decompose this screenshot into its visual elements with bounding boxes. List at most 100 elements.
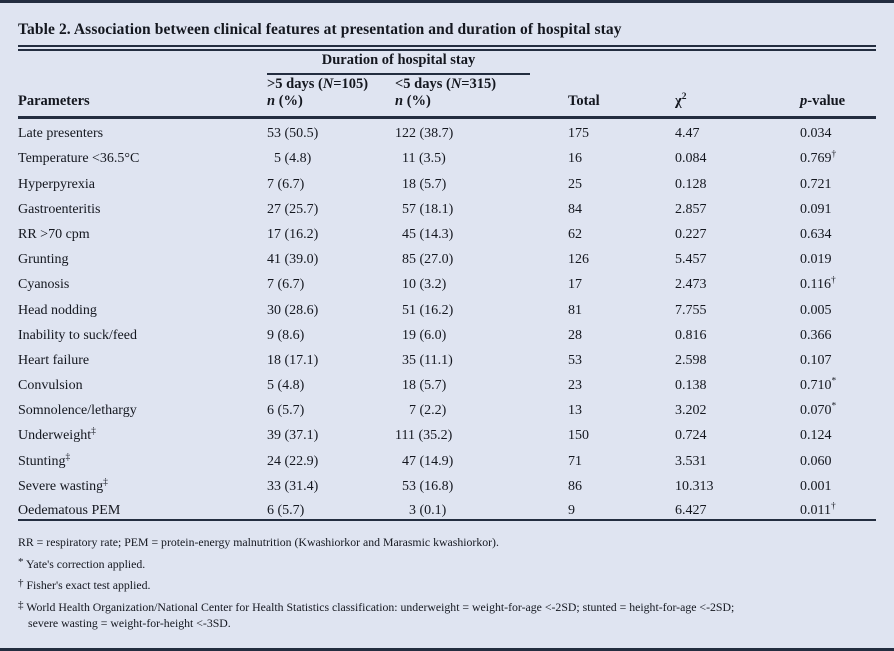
span-header-row: Duration of hospital stay bbox=[18, 51, 876, 75]
parameter-cell: Inability to suck/feed bbox=[18, 327, 137, 343]
lt5days-value-cell: 7 (2.2) bbox=[395, 403, 447, 419]
table-row: Stunting‡ 24 (22.9) 47 (14.9) 71 3.531 0… bbox=[18, 444, 876, 469]
total-cell: 17 bbox=[568, 277, 582, 293]
column-header-total: Total bbox=[568, 93, 600, 109]
total-cell: 28 bbox=[568, 327, 582, 343]
parameter-cell: Late presenters bbox=[18, 126, 104, 142]
lt5days-value-cell: 57 (18.1) bbox=[395, 201, 454, 217]
parameter-cell: Temperature <36.5°C bbox=[18, 151, 140, 167]
p-value-cell: 0.769† bbox=[800, 149, 837, 167]
gt5days-value-cell: 53 (50.5) bbox=[267, 126, 319, 142]
double-dagger-marker: ‡ bbox=[18, 598, 24, 611]
p-value-cell: 0.019 bbox=[800, 252, 832, 268]
total-cell: 86 bbox=[568, 478, 582, 494]
table-row: Oedematous PEM 6 (5.7) 3 (0.1) 9 6.427 0… bbox=[18, 495, 876, 520]
title-double-rule bbox=[18, 45, 876, 51]
chi-squared-cell: 6.427 bbox=[675, 503, 707, 518]
lt5days-value-cell: 11 (3.5) bbox=[395, 151, 446, 167]
lt5days-value-cell: 122 (38.7) bbox=[395, 126, 454, 142]
table-row: Temperature <36.5°C 5 (4.8) 11 (3.5) 16 … bbox=[18, 142, 876, 167]
chi-squared-cell: 3.202 bbox=[675, 403, 707, 419]
parameter-cell: Heart failure bbox=[18, 352, 90, 368]
table-row: Cyanosis 7 (6.7) 10 (3.2) 17 2.473 0.116… bbox=[18, 268, 876, 293]
parameter-cell: Underweight‡ bbox=[18, 426, 96, 444]
gt5days-value-cell: 6 (5.7) bbox=[267, 503, 305, 518]
p-value-cell: 0.366 bbox=[800, 327, 832, 343]
total-cell: 150 bbox=[568, 428, 589, 444]
p-value-cell: 0.060 bbox=[800, 453, 832, 469]
total-cell: 81 bbox=[568, 302, 582, 318]
p-value-cell: 0.107 bbox=[800, 352, 832, 368]
chi-squared-cell: 7.755 bbox=[675, 302, 707, 318]
gt5days-value-cell: 7 (6.7) bbox=[267, 277, 305, 293]
parameter-cell: Hyperpyrexia bbox=[18, 176, 95, 192]
p-value-cell: 0.001 bbox=[800, 478, 832, 494]
association-table: Duration of hospital stay Parameters >5 … bbox=[18, 51, 876, 521]
chi-squared-cell: 0.084 bbox=[675, 151, 707, 167]
chi-squared-cell: 0.816 bbox=[675, 327, 707, 343]
chi-squared-cell: 0.724 bbox=[675, 428, 707, 444]
chi-squared-cell: 5.457 bbox=[675, 252, 707, 268]
lt5days-value-cell: 10 (3.2) bbox=[395, 277, 447, 293]
parameter-cell: Gastroenteritis bbox=[18, 201, 101, 217]
chi-squared-cell: 2.473 bbox=[675, 277, 707, 293]
chi-squared-cell: 2.857 bbox=[675, 201, 707, 217]
gt5days-value-cell: 18 (17.1) bbox=[267, 352, 319, 368]
lt5days-value-cell: 3 (0.1) bbox=[395, 503, 447, 518]
gt5days-value-cell: 5 (4.8) bbox=[267, 378, 305, 394]
column-header-p-value: p-value bbox=[800, 93, 846, 109]
p-value-cell: 0.070* bbox=[800, 401, 837, 419]
column-header-parameters: Parameters bbox=[18, 93, 90, 109]
lt5days-value-cell: 18 (5.7) bbox=[395, 176, 447, 192]
table-row: Heart failure 18 (17.1) 35 (11.1) 53 2.5… bbox=[18, 344, 876, 369]
total-cell: 62 bbox=[568, 226, 582, 242]
total-cell: 9 bbox=[568, 503, 575, 518]
p-value-cell: 0.091 bbox=[800, 201, 832, 217]
gt5days-value-cell: 30 (28.6) bbox=[267, 302, 319, 318]
total-cell: 13 bbox=[568, 403, 582, 419]
column-header-gt5days: >5 days (N=105) n (%) bbox=[267, 75, 395, 117]
gt5days-value-cell: 39 (37.1) bbox=[267, 428, 319, 444]
table-row: Grunting 41 (39.0) 85 (27.0) 126 5.457 0… bbox=[18, 243, 876, 268]
p-value-cell: 0.116† bbox=[800, 275, 836, 293]
lt5days-value-cell: 45 (14.3) bbox=[395, 226, 454, 242]
total-cell: 84 bbox=[568, 201, 582, 217]
gt5days-value-cell: 41 (39.0) bbox=[267, 252, 319, 268]
footnote-who: ‡ World Health Organization/National Cen… bbox=[18, 598, 876, 630]
total-cell: 23 bbox=[568, 378, 582, 394]
table-row: Late presenters 53 (50.5) 122 (38.7) 175… bbox=[18, 117, 876, 142]
table-header: Duration of hospital stay Parameters >5 … bbox=[18, 51, 876, 117]
gt5days-value-cell: 24 (22.9) bbox=[267, 453, 319, 469]
total-cell: 71 bbox=[568, 453, 582, 469]
gt5days-value-cell: 17 (16.2) bbox=[267, 226, 319, 242]
total-cell: 126 bbox=[568, 252, 589, 268]
lt5days-value-cell: 111 (35.2) bbox=[395, 428, 453, 444]
p-value-cell: 0.721 bbox=[800, 176, 832, 192]
table-row: RR >70 cpm 17 (16.2) 45 (14.3) 62 0.227 … bbox=[18, 218, 876, 243]
gt5days-value-cell: 7 (6.7) bbox=[267, 176, 305, 192]
table-row: Gastroenteritis 27 (25.7) 57 (18.1) 84 2… bbox=[18, 193, 876, 218]
lt5days-value-cell: 35 (11.1) bbox=[395, 352, 453, 368]
footnote-abbreviations: RR = respiratory rate; PEM = protein-ene… bbox=[18, 535, 499, 549]
gt5days-value-cell: 33 (31.4) bbox=[267, 478, 319, 494]
dagger-marker: † bbox=[18, 577, 24, 589]
table-row: Underweight‡ 39 (37.1) 111 (35.2) 150 0.… bbox=[18, 419, 876, 444]
parameter-cell: Stunting‡ bbox=[18, 451, 71, 469]
table-body: Late presenters 53 (50.5) 122 (38.7) 17 5… bbox=[18, 117, 876, 520]
footnote-yates: * Yate's correction applied. bbox=[18, 555, 146, 571]
asterisk-marker: * bbox=[18, 555, 24, 568]
column-header-chi-squared: χ2 bbox=[675, 92, 687, 109]
column-header-lt5days: <5 days (N=315) n (%) bbox=[395, 75, 568, 117]
lt5days-value-cell: 47 (14.9) bbox=[395, 453, 454, 469]
parameter-cell: Head nodding bbox=[18, 302, 97, 318]
chi-squared-cell: 0.227 bbox=[675, 226, 707, 242]
column-header-row: Parameters >5 days (N=105) n (%) <5 days… bbox=[18, 75, 876, 117]
p-value-cell: 0.634 bbox=[800, 226, 832, 242]
gt5days-n-pct: n (%) bbox=[267, 93, 303, 109]
lt5days-value-cell: 85 (27.0) bbox=[395, 252, 454, 268]
chi-squared-cell: 3.531 bbox=[675, 453, 707, 469]
lt5days-n-pct: n (%) bbox=[395, 93, 431, 109]
table-title: Table 2. Association between clinical fe… bbox=[18, 21, 622, 38]
chi-squared-cell: 0.128 bbox=[675, 176, 707, 192]
